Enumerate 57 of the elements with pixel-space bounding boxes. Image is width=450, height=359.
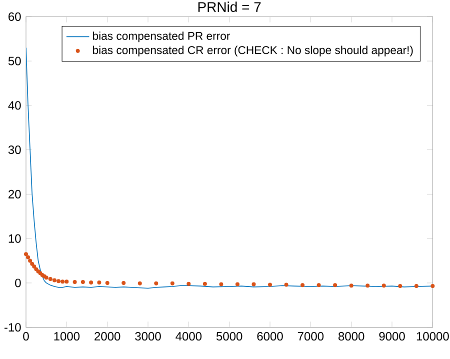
x-tick-label: 5000 [216,332,242,340]
point [30,262,34,266]
point [138,281,142,286]
point [122,280,126,285]
y-tick-label: -10 [4,322,21,332]
point [316,283,321,288]
point [300,283,305,288]
point [26,255,30,260]
point [284,282,288,287]
x-tick-label: 9000 [379,332,405,340]
point [28,258,32,263]
x-tick-label: 10000 [416,332,449,340]
point [24,252,28,256]
point [186,282,191,286]
point [333,283,338,288]
x-tick-label: 0 [23,332,29,340]
point [97,280,102,284]
point [430,284,435,288]
point [32,264,36,268]
y-tick-label: 40 [8,101,21,110]
x-tick-label: 6000 [257,332,283,340]
x-tick-label: 3000 [135,332,161,340]
x-tick-label: 8000 [338,332,364,340]
point [252,282,256,286]
y-tick-label: 0 [15,278,21,288]
chart-title: PRNid = 7 [198,2,261,12]
point [105,280,110,285]
point [349,283,354,288]
legend-label: bias compensated CR error (CHECK : No slope should appear!) [93,46,413,56]
point [89,280,94,284]
point [268,282,272,287]
y-tick-label: 30 [8,145,21,154]
y-tick-label: 20 [8,190,21,198]
point [72,280,77,284]
x-tick-label: 2000 [94,332,120,340]
point [202,282,207,286]
point [414,284,418,288]
point [398,284,402,288]
point [382,283,386,288]
point [64,279,69,284]
point [170,281,174,286]
y-tick-label: 10 [8,234,21,243]
point [219,282,224,286]
point [154,281,158,286]
point [56,279,61,284]
point [366,283,370,288]
x-tick-label: 1000 [54,332,80,340]
point [235,282,240,286]
point [80,280,85,284]
point [60,279,65,284]
point [52,278,56,282]
x-tick-label: 4000 [176,332,202,340]
point [48,276,52,281]
y-tick-label: 50 [8,56,21,66]
y-tick-label: 60 [8,12,21,21]
legend-label: bias compensated PR error [93,31,230,42]
x-tick-label: 7000 [298,332,324,340]
